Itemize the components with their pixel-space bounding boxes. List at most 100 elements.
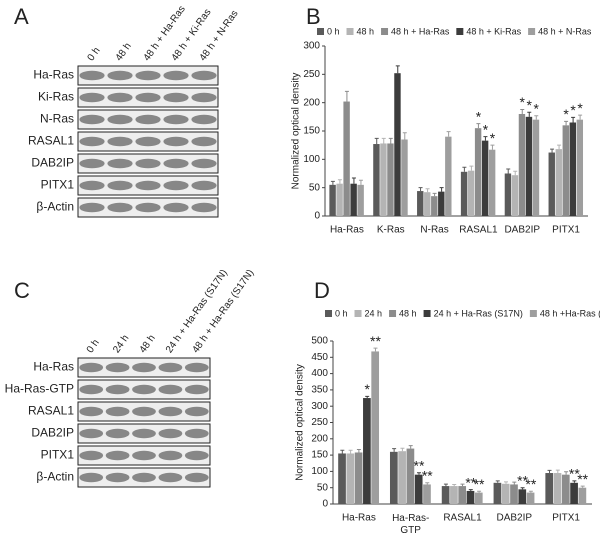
bar bbox=[511, 175, 519, 216]
bar bbox=[526, 492, 535, 504]
significance-mark: ** bbox=[474, 476, 485, 492]
y-tick-label: 250 bbox=[303, 69, 320, 80]
row-label: Ha-Ras bbox=[33, 68, 74, 82]
blot-band bbox=[105, 428, 130, 439]
bar bbox=[555, 149, 562, 216]
bar bbox=[510, 484, 518, 504]
significance-mark: ** bbox=[577, 471, 588, 487]
x-tick-label: RASAL1 bbox=[459, 225, 498, 236]
error-bar bbox=[443, 483, 448, 487]
blot-band bbox=[135, 92, 161, 103]
row-label: β-Actin bbox=[36, 200, 74, 214]
error-bar bbox=[388, 137, 393, 144]
blot-band bbox=[184, 362, 209, 373]
bar bbox=[467, 170, 475, 216]
blot-band bbox=[158, 384, 183, 395]
error-bar bbox=[512, 481, 517, 485]
bar bbox=[561, 474, 570, 504]
legend-swatch bbox=[325, 310, 332, 317]
bar bbox=[329, 184, 336, 216]
row-label: Ha-Ras-GTP bbox=[5, 382, 74, 396]
x-tick-label: Ha-Ras bbox=[330, 225, 364, 236]
blot-band bbox=[158, 362, 183, 373]
bar bbox=[438, 191, 445, 216]
bar bbox=[423, 484, 431, 504]
legend-swatch bbox=[528, 28, 536, 35]
blot-band bbox=[135, 136, 161, 147]
error-bar bbox=[483, 136, 488, 141]
error-bar bbox=[381, 137, 386, 144]
row-label: Ha-Ras bbox=[33, 360, 74, 374]
blot-band bbox=[79, 384, 104, 395]
y-tick-label: 100 bbox=[303, 154, 320, 165]
error-bar bbox=[400, 447, 405, 452]
legend-swatch bbox=[354, 310, 362, 317]
blot-band bbox=[158, 472, 183, 483]
error-bar bbox=[520, 108, 525, 114]
blot-band bbox=[79, 450, 104, 461]
row-label: DAB2IP bbox=[31, 156, 74, 170]
error-bar bbox=[337, 179, 342, 184]
error-bar bbox=[469, 165, 474, 171]
legend-label: 48 h bbox=[357, 26, 375, 36]
blot-band bbox=[158, 406, 183, 417]
x-tick-label: K-Ras bbox=[377, 225, 405, 236]
bar bbox=[380, 143, 387, 216]
legend-label: 24 h + Ha-Ras (S17N) bbox=[434, 308, 523, 318]
error-bar bbox=[344, 90, 349, 102]
y-tick-label: 500 bbox=[311, 336, 328, 347]
blot-band bbox=[105, 362, 130, 373]
blot-band bbox=[184, 428, 209, 439]
lane-label: 48 h bbox=[114, 41, 134, 63]
bar bbox=[466, 490, 475, 504]
row-label: RASAL1 bbox=[28, 134, 74, 148]
error-bar bbox=[513, 170, 518, 176]
error-bar bbox=[477, 490, 482, 493]
bar bbox=[518, 114, 526, 216]
significance-mark: * bbox=[364, 381, 370, 397]
bar bbox=[441, 486, 450, 504]
error-bar bbox=[416, 472, 421, 475]
bar bbox=[371, 351, 380, 504]
bar bbox=[569, 122, 577, 216]
blot-band bbox=[184, 472, 209, 483]
row-label: PITX1 bbox=[41, 448, 75, 462]
error-bar bbox=[392, 448, 397, 452]
significance-mark: * bbox=[563, 106, 569, 122]
legend-swatch bbox=[317, 28, 324, 35]
significance-mark: * bbox=[527, 97, 533, 113]
error-bar bbox=[528, 490, 533, 493]
error-bar bbox=[439, 187, 444, 192]
error-bar bbox=[527, 111, 532, 117]
y-tick-label: 300 bbox=[303, 41, 320, 52]
error-bar bbox=[365, 395, 370, 399]
significance-mark: ** bbox=[569, 466, 580, 482]
bar bbox=[450, 486, 458, 504]
bar bbox=[576, 119, 584, 216]
blot-band bbox=[163, 70, 189, 81]
error-bar bbox=[330, 180, 335, 185]
blot-band bbox=[135, 202, 161, 213]
row-label: DAB2IP bbox=[31, 426, 74, 440]
legend-swatch bbox=[381, 28, 389, 35]
blot-band bbox=[79, 158, 105, 169]
legend-swatch bbox=[529, 310, 537, 317]
blot-band bbox=[105, 406, 130, 417]
blot-band bbox=[191, 202, 217, 213]
blot-band bbox=[132, 428, 156, 439]
legend-label: 48 h + N-Ras bbox=[538, 26, 592, 36]
error-bar bbox=[547, 469, 552, 474]
x-tick-label: DAB2IP bbox=[504, 225, 540, 236]
blot-band bbox=[107, 136, 133, 147]
significance-mark: ** bbox=[517, 472, 528, 488]
bar bbox=[553, 473, 562, 504]
legend-swatch bbox=[456, 28, 464, 35]
bar bbox=[406, 448, 415, 504]
error-bar bbox=[452, 483, 457, 487]
blot-band bbox=[107, 114, 133, 125]
error-bar bbox=[468, 489, 473, 491]
error-bar bbox=[356, 449, 361, 453]
bar bbox=[424, 192, 431, 216]
bar bbox=[548, 152, 555, 216]
